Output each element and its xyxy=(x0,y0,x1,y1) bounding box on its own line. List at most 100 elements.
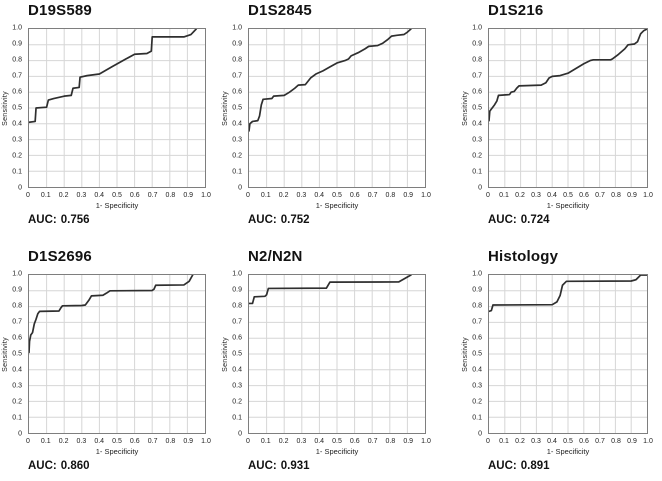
panel-content: N2/N2N Sensitivity 0 0.1 0.2 0.3 0.4 0.5 0.6 0.… xyxy=(220,248,431,481)
x-tick-label: 1.0 xyxy=(421,192,431,199)
y-tick-label: 0.5 xyxy=(12,350,22,358)
roc-curve-svg xyxy=(29,275,205,433)
x-tick-label: 0.1 xyxy=(260,192,271,199)
x-tick-label: 0.3 xyxy=(76,192,87,199)
x-axis-title: 1- Specificity xyxy=(95,447,139,456)
auc-readout: AUC: 0.752 xyxy=(248,214,310,226)
roc-panel-d1s2696: D1S2696 Sensitivity 0 0.1 0.2 0.3 0.4 0.5 0.6 0… xyxy=(0,240,220,481)
y-tick-label: 0.8 xyxy=(12,56,22,64)
y-tick-label: 0.2 xyxy=(232,152,242,160)
x-tick-label: 0.3 xyxy=(531,438,541,445)
y-tick-label: 1.0 xyxy=(472,24,482,32)
chart-title: N2/N2N xyxy=(248,248,303,265)
x-tick-label: 0.8 xyxy=(611,192,621,199)
y-tick-label: 1.0 xyxy=(12,270,22,278)
x-tick-label: 0.4 xyxy=(314,192,325,199)
panel-content: Histology Sensitivity 0 0.1 0.2 0.3 0.4 0.5 0.… xyxy=(460,248,653,481)
auc-label: AUC: xyxy=(28,214,57,226)
roc-curve-svg xyxy=(29,29,205,187)
auc-label: AUC: xyxy=(28,460,57,472)
y-tick-label: 0.1 xyxy=(232,414,242,422)
y-tick-label: 0 xyxy=(18,184,22,192)
auc-label: AUC: xyxy=(248,214,277,226)
y-tick-label: 0.8 xyxy=(232,302,242,310)
y-tick-label: 1.0 xyxy=(232,270,242,278)
x-tick-label: 0.9 xyxy=(183,438,194,445)
x-tick-label: 0.5 xyxy=(112,438,122,445)
y-tick-label: 0 xyxy=(478,430,482,438)
x-axis-ticks: 0 0.1 0.2 0.3 0.4 0.5 0.6 0.7 0.8 0.9 1.0 xyxy=(26,192,211,200)
x-tick-label: 0.4 xyxy=(94,192,105,199)
x-tick-label: 1.0 xyxy=(643,438,653,445)
x-tick-label: 0.5 xyxy=(112,192,122,199)
plot-area xyxy=(248,28,426,188)
y-tick-label: 0.3 xyxy=(12,136,22,144)
roc-panel-d1s2845: D1S2845 Sensitivity 0 0.1 0.2 0.3 0.4 0.5 0.6 0… xyxy=(220,0,440,240)
y-tick-label: 0 xyxy=(18,430,22,438)
x-tick-label: 0.2 xyxy=(278,192,289,199)
x-tick-label: 0.9 xyxy=(627,438,637,445)
x-tick-label: 0.8 xyxy=(385,192,396,199)
y-tick-label: 0.7 xyxy=(12,72,22,80)
x-axis-title: 1- Specificity xyxy=(315,201,359,210)
roc-curve-svg xyxy=(489,275,647,433)
x-tick-label: 0.2 xyxy=(58,438,69,445)
roc-panel-d19s589: D19S589 Sensitivity 0 0.1 0.2 0.3 0.4 0.5 0.6 0… xyxy=(0,0,220,240)
x-tick-label: 0.6 xyxy=(129,438,140,445)
x-tick-label: 0.4 xyxy=(547,438,557,445)
x-tick-label: 0.6 xyxy=(349,192,360,199)
roc-panel-d1s216: D1S216 Sensitivity 0 0.1 0.2 0.3 0.4 0.5 0.6 0.… xyxy=(440,0,662,240)
y-tick-label: 0.4 xyxy=(12,120,22,128)
y-tick-label: 0.7 xyxy=(232,72,242,80)
auc-value: 0.931 xyxy=(280,460,310,472)
x-axis-ticks: 0 0.1 0.2 0.3 0.4 0.5 0.6 0.7 0.8 0.9 1.0 xyxy=(486,192,653,200)
y-tick-label: 0.7 xyxy=(472,318,482,326)
x-tick-label: 0.6 xyxy=(129,192,140,199)
x-tick-label: 0.2 xyxy=(515,192,525,199)
x-tick-label: 0.8 xyxy=(165,438,176,445)
panel-content: D19S589 Sensitivity 0 0.1 0.2 0.3 0.4 0.5 0.6 0… xyxy=(0,2,211,240)
x-tick-label: 0.1 xyxy=(260,438,271,445)
chart-title: D1S2845 xyxy=(248,2,312,19)
y-axis-ticks: 0 0.1 0.2 0.3 0.4 0.5 0.6 0.7 0.8 0.9 1.0 xyxy=(460,271,485,438)
x-tick-label: 0.7 xyxy=(367,192,378,199)
x-axis-title: 1- Specificity xyxy=(546,447,590,456)
auc-readout: AUC: 0.724 xyxy=(488,214,550,226)
roc-curve-svg xyxy=(489,29,647,187)
x-tick-label: 0.4 xyxy=(314,438,325,445)
y-axis-ticks: 0 0.1 0.2 0.3 0.4 0.5 0.6 0.7 0.8 0.9 1.0 xyxy=(220,24,245,192)
x-tick-label: 0 xyxy=(246,192,250,199)
x-tick-label: 1.0 xyxy=(201,192,211,199)
y-tick-label: 0.1 xyxy=(472,414,482,422)
y-tick-label: 1.0 xyxy=(232,24,242,32)
x-tick-label: 0.9 xyxy=(627,192,637,199)
x-tick-label: 0.1 xyxy=(40,192,51,199)
y-tick-label: 0.5 xyxy=(472,350,482,358)
y-tick-label: 0.3 xyxy=(12,382,22,390)
y-tick-label: 0.6 xyxy=(472,334,482,342)
y-tick-label: 0.8 xyxy=(232,56,242,64)
x-axis-ticks: 0 0.1 0.2 0.3 0.4 0.5 0.6 0.7 0.8 0.9 1.0 xyxy=(486,438,653,446)
chart-title: Histology xyxy=(488,248,559,265)
x-tick-label: 0.3 xyxy=(76,438,87,445)
y-tick-label: 0.3 xyxy=(472,382,482,390)
chart-title: D19S589 xyxy=(28,2,92,19)
x-tick-label: 0.9 xyxy=(403,438,414,445)
y-tick-label: 0.7 xyxy=(232,318,242,326)
x-tick-label: 0 xyxy=(26,192,30,199)
y-tick-label: 0.5 xyxy=(472,104,482,112)
x-tick-label: 0 xyxy=(486,438,490,445)
y-tick-label: 0.9 xyxy=(232,40,242,48)
x-tick-label: 0.6 xyxy=(349,438,360,445)
panel-content: D1S216 Sensitivity 0 0.1 0.2 0.3 0.4 0.5 0.6 0.… xyxy=(460,2,653,240)
y-axis-ticks: 0 0.1 0.2 0.3 0.4 0.5 0.6 0.7 0.8 0.9 1.0 xyxy=(220,270,245,438)
x-axis-title: 1- Specificity xyxy=(95,201,139,210)
x-tick-label: 1.0 xyxy=(201,438,211,445)
x-tick-label: 0.4 xyxy=(94,438,105,445)
y-tick-label: 0.5 xyxy=(232,350,242,358)
auc-value: 0.752 xyxy=(280,214,310,226)
y-tick-label: 0.6 xyxy=(232,88,242,96)
panel-content: D1S2696 Sensitivity 0 0.1 0.2 0.3 0.4 0.5 0.6 0… xyxy=(0,248,211,481)
x-tick-label: 0.7 xyxy=(147,192,158,199)
